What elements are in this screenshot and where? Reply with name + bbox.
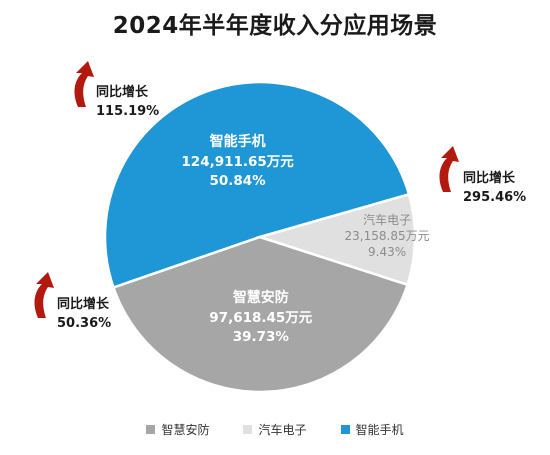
legend-swatch-auto	[243, 425, 253, 434]
pie-slice-phone	[103, 80, 411, 290]
growth-value-phone: 295.46%	[463, 190, 526, 205]
legend-swatch-phone	[340, 425, 350, 434]
slice-percent-phone: 50.84%	[209, 173, 266, 189]
legend-label-auto: 汽车电子	[258, 423, 307, 437]
growth-annotations: 同比增长 295.46% 同比增长 50.36% 同比增长 115.19%	[34, 61, 526, 331]
growth-label-security: 同比增长	[57, 296, 110, 312]
slice-name-phone: 智能手机	[209, 133, 266, 150]
slice-value-security: 97,618.45万元	[209, 310, 313, 326]
slice-percent-security: 39.73%	[233, 329, 290, 345]
legend-item-phone: 智能手机	[340, 421, 404, 438]
chart-title: 2024年半年度收入分应用场景	[112, 13, 438, 39]
slice-value-auto: 23,158.85万元	[345, 229, 430, 243]
slice-labels: 智能手机 124,911.65万元 50.84% 智慧安防 97,618.45万元 39.…	[181, 133, 429, 345]
legend-swatch-security	[146, 425, 156, 434]
slice-name-auto: 汽车电子	[363, 212, 411, 227]
slice-percent-auto: 9.43%	[368, 245, 406, 259]
pie-slice-auto	[255, 192, 417, 287]
legend-item-security: 智慧安防	[146, 421, 209, 438]
slice-name-security: 智慧安防	[232, 289, 289, 306]
growth-arrow-security	[34, 272, 54, 318]
legend-item-auto: 汽车电子	[243, 421, 307, 438]
growth-arrow-phone	[439, 146, 459, 192]
legend-label-security: 智慧安防	[161, 423, 210, 437]
pie-slices	[103, 80, 417, 394]
legend-label-phone: 智能手机	[355, 423, 404, 437]
growth-value-auto: 115.19%	[96, 104, 159, 119]
slice-value-phone: 124,911.65万元	[181, 154, 294, 170]
chart-legend: 智慧安防 汽车电子 智能手机	[0, 421, 550, 438]
growth-arrow-auto	[74, 61, 94, 107]
growth-value-security: 50.36%	[57, 316, 111, 331]
growth-label-phone: 同比增长	[463, 170, 516, 186]
growth-label-auto: 同比增长	[96, 84, 149, 100]
pie-slice-security	[111, 235, 410, 394]
